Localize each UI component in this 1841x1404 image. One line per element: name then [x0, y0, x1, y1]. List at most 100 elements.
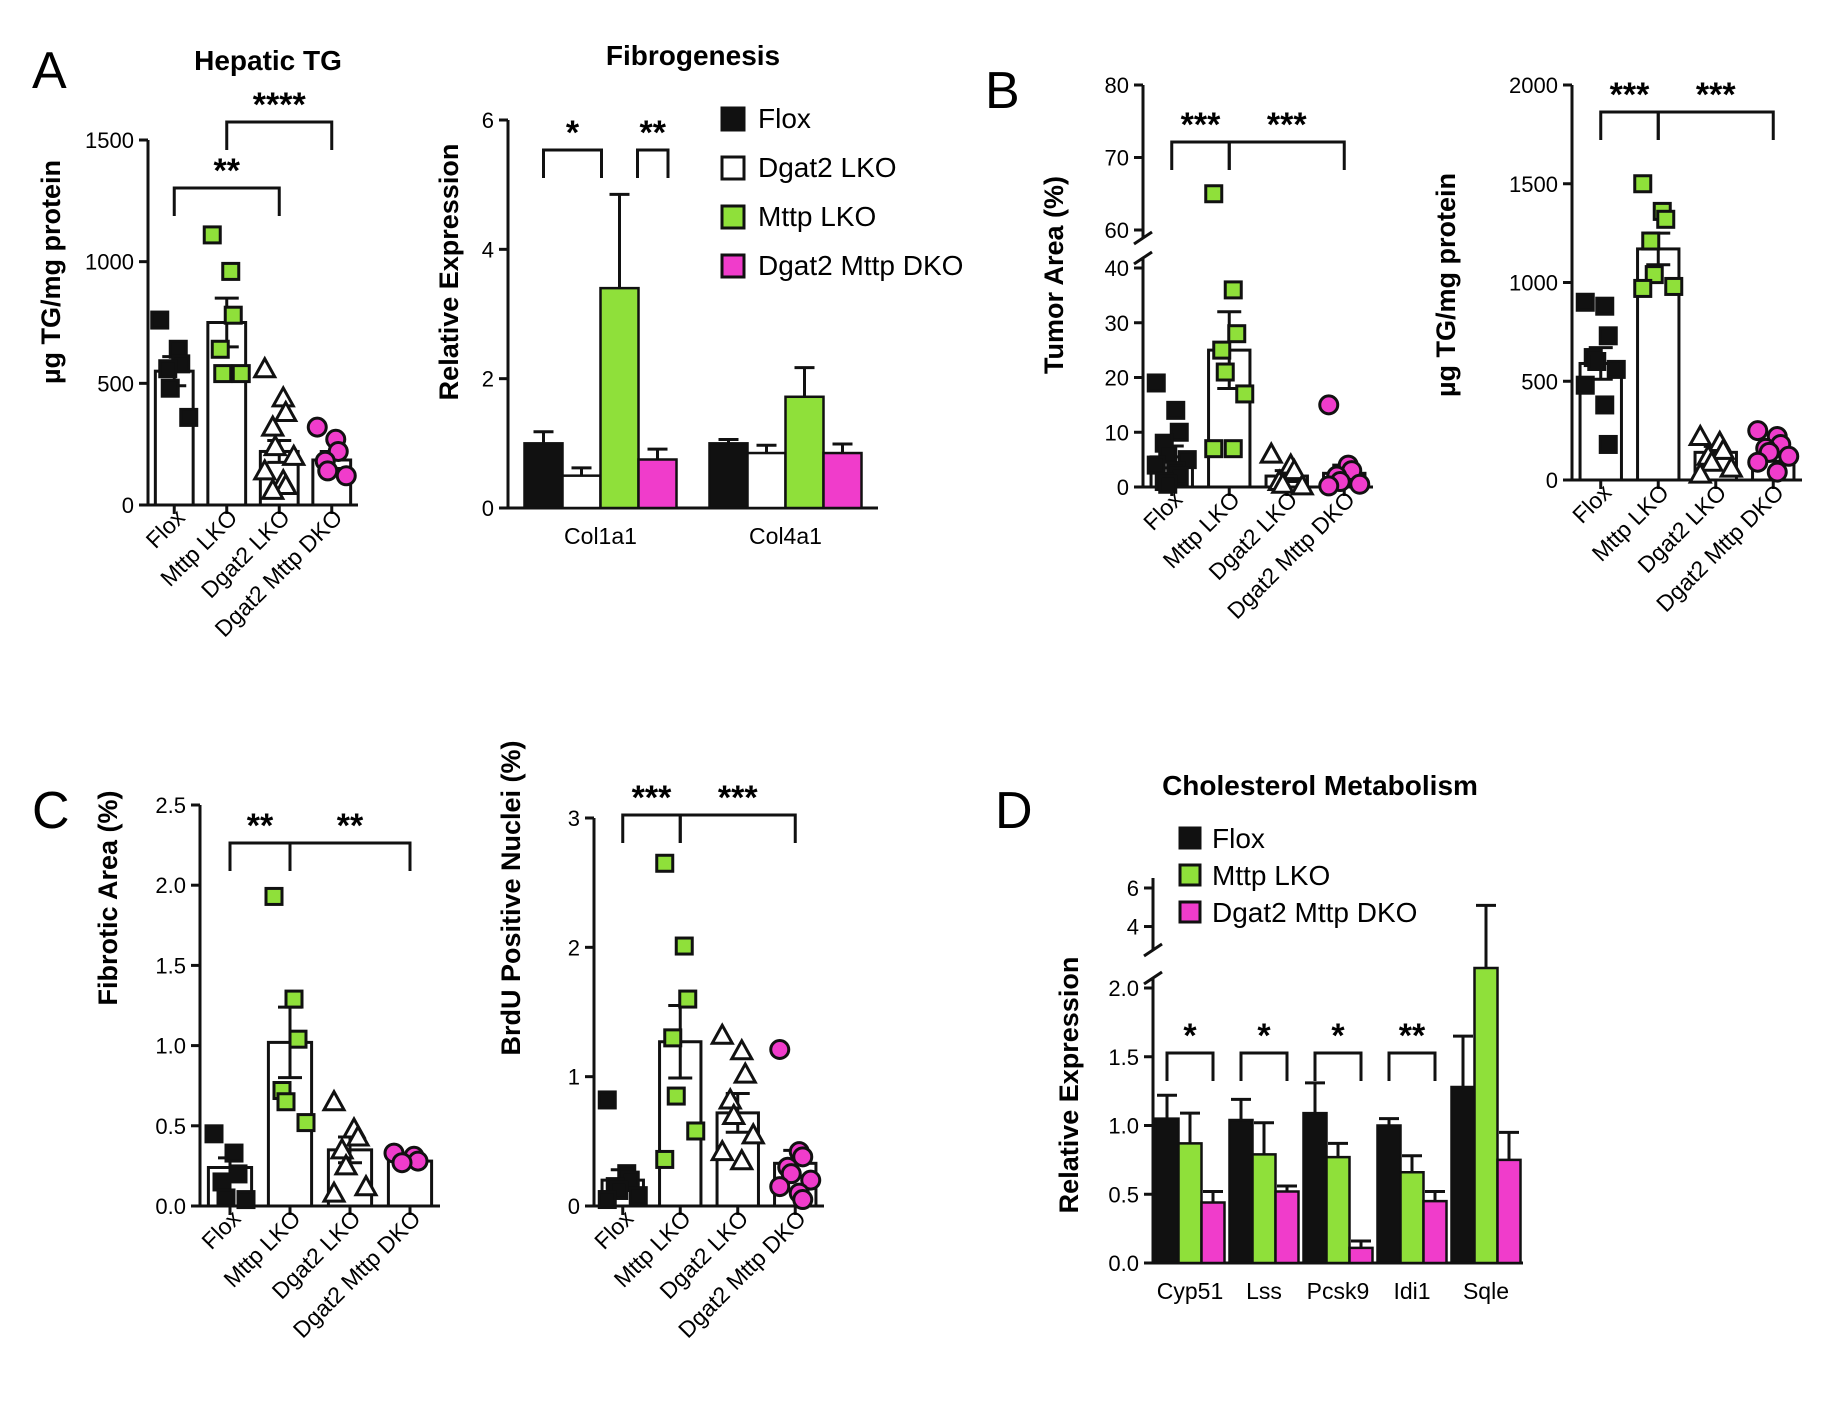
a1-data-point — [223, 305, 243, 325]
a1-sig-label: ** — [214, 152, 241, 190]
a2-bar — [784, 395, 825, 510]
a1-data-point — [179, 407, 199, 427]
a1-data-point — [317, 460, 339, 482]
title-cholesterol: Cholesterol Metabolism — [1162, 770, 1478, 801]
ylabel-d: Relative Expression — [1054, 957, 1084, 1214]
a2-legend-swatch — [720, 155, 746, 181]
b1-data-point — [1258, 441, 1284, 464]
c1-data-point — [296, 1113, 316, 1133]
b1-axis-break-mark — [1133, 250, 1153, 266]
d-legend-swatch — [1178, 863, 1202, 887]
a1-data-point — [281, 443, 307, 466]
b2-data-point — [1575, 292, 1595, 312]
b2-data-point — [1644, 265, 1664, 285]
b1-data-point — [1146, 455, 1166, 475]
a2-y-tick-label: 4 — [482, 237, 494, 262]
c2-data-point — [729, 1037, 755, 1061]
b1-sig-label: *** — [1181, 106, 1221, 144]
c1-data-point — [333, 1152, 359, 1176]
d-x-label: Lss — [1246, 1278, 1282, 1304]
b2-data-point — [1633, 174, 1653, 194]
b1-data-point — [1146, 373, 1166, 393]
d-bar — [1422, 1199, 1448, 1265]
b2-data-point — [1778, 445, 1800, 467]
a2-y-tick-label: 0 — [482, 496, 494, 521]
a2-bar — [746, 451, 787, 510]
a1-data-point — [252, 457, 278, 481]
c1-data-point — [216, 1188, 236, 1208]
a1-data-point — [213, 364, 233, 384]
ylabel-c2: BrdU Positive Nuclei (%) — [496, 740, 526, 1055]
b1-data-point — [1212, 340, 1232, 360]
d-axis-break-mark — [1143, 970, 1163, 986]
panel-label-c: C — [32, 782, 70, 840]
d-bar — [1450, 1085, 1476, 1265]
b2-y-tick-label: 500 — [1521, 369, 1558, 394]
b2-data-point — [1699, 449, 1725, 472]
c2-data-point — [732, 1060, 758, 1084]
a1-data-point — [273, 399, 299, 423]
c1-data-point — [236, 1190, 256, 1210]
a2-bar — [561, 474, 602, 510]
c2-data-point — [792, 1146, 814, 1168]
b1-sig-bracket — [1170, 140, 1231, 170]
d-y-tick-label: 1.0 — [1108, 1114, 1139, 1139]
c1-data-point — [288, 1029, 308, 1049]
b2-data-point — [1633, 278, 1653, 298]
a1-data-point — [260, 477, 286, 500]
c1-data-point — [329, 1136, 355, 1160]
a2-legend-label: Dgat2 LKO — [758, 152, 897, 183]
c1-data-point — [212, 1172, 232, 1192]
c2-sig-bracket — [678, 813, 797, 843]
ylabel-a2: Relative Expression — [434, 144, 464, 401]
d-bar — [1177, 1142, 1203, 1265]
d-y-tick-label: 2.0 — [1108, 976, 1139, 1001]
c2-data-point — [674, 936, 694, 956]
d-bar — [1376, 1124, 1402, 1265]
panel-label-d: D — [995, 782, 1033, 840]
c2-data-point — [769, 1039, 791, 1061]
d-sig-bracket — [1165, 1051, 1215, 1081]
d-bar — [1399, 1171, 1425, 1265]
b2-data-point — [1595, 395, 1615, 415]
c1-data-point — [284, 989, 304, 1009]
c2-y-tick-label: 3 — [568, 806, 580, 831]
b1-data-point — [1318, 394, 1340, 416]
c1-data-point — [228, 1164, 248, 1184]
d-x-label: Idi1 — [1393, 1278, 1430, 1304]
c1-data-point — [321, 1088, 347, 1112]
c1-sig-bracket — [228, 841, 292, 871]
d-legend-label: Mttp LKO — [1212, 860, 1330, 891]
b1-y-tick-label: 80 — [1105, 73, 1129, 98]
d-x-label: Sqle — [1463, 1278, 1509, 1304]
d-sig-label: * — [1331, 1017, 1345, 1055]
a2-bar — [599, 286, 640, 510]
c1-sig-bracket — [288, 841, 412, 871]
a1-y-tick-label: 0 — [122, 493, 134, 518]
c2-data-point — [597, 1090, 617, 1110]
d-legend-label: Flox — [1212, 823, 1265, 854]
a2-legend-swatch — [720, 253, 746, 279]
d-legend-label: Dgat2 Mttp DKO — [1212, 897, 1417, 928]
d-bar — [1200, 1201, 1226, 1265]
b2-y-tick-label: 2000 — [1509, 73, 1558, 98]
a1-data-point — [221, 261, 241, 281]
a1-data-point — [252, 355, 278, 379]
c2-data-point — [666, 1086, 686, 1106]
b2-data-point — [1587, 352, 1607, 371]
c2-sig-bracket — [621, 813, 682, 843]
b1-y-tick-label: 20 — [1105, 366, 1129, 391]
b1-data-point — [1270, 471, 1296, 494]
a1-data-point — [262, 433, 288, 457]
b2-data-point — [1766, 461, 1788, 483]
b1-data-point — [1281, 457, 1307, 481]
c1-y-tick-label: 2.5 — [155, 793, 186, 818]
c1-y-tick-label: 0.0 — [155, 1194, 186, 1219]
b2-data-point — [1664, 276, 1684, 296]
b2-sig-bracket — [1599, 110, 1660, 140]
a1-data-point — [160, 378, 180, 398]
d-bar — [1496, 1158, 1522, 1265]
a1-data-point — [306, 416, 328, 438]
